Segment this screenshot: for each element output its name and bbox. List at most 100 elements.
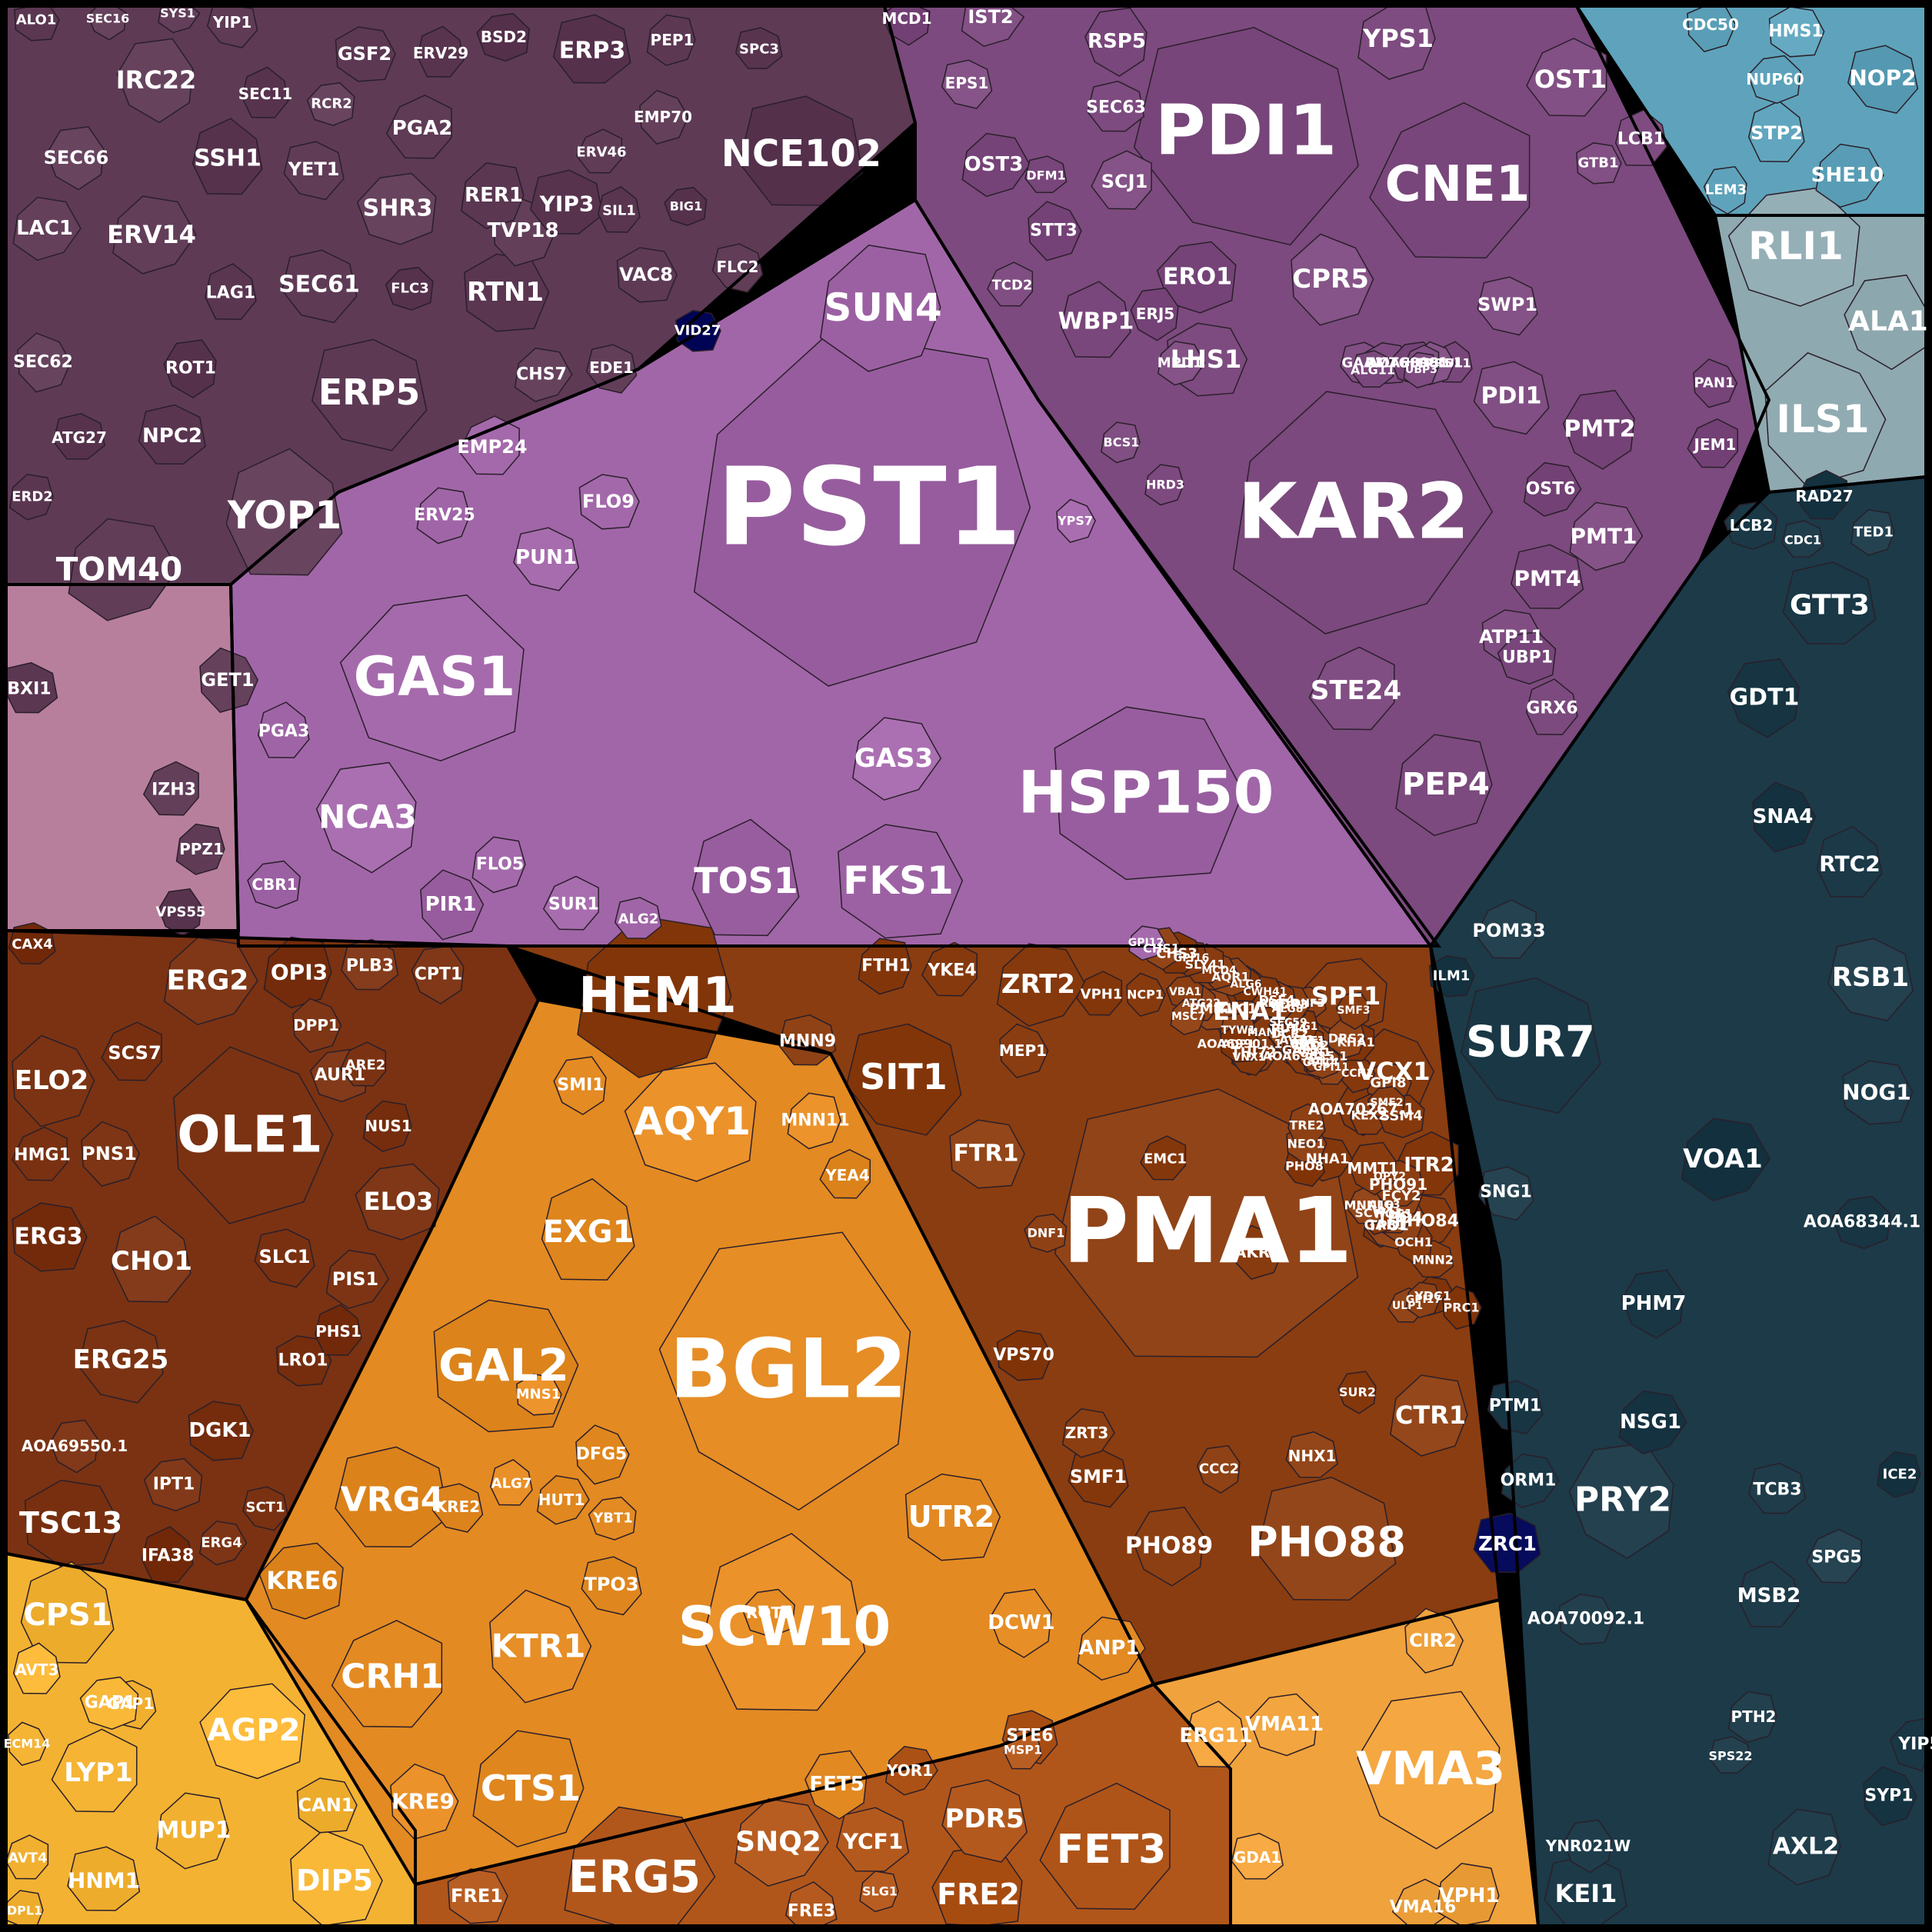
protein-label: PTH2 — [1731, 1707, 1777, 1726]
protein-label: LEM3 — [1705, 182, 1747, 198]
protein-cell — [142, 761, 199, 816]
protein-label: GAS1 — [354, 645, 516, 708]
protein-cell — [1395, 734, 1493, 837]
protein-label: ILM1 — [1433, 968, 1471, 984]
protein-cell — [247, 860, 301, 909]
protein-label: VCX1 — [1357, 1057, 1430, 1086]
protein-label: ERV25 — [414, 506, 475, 525]
protein-cell — [1133, 27, 1359, 246]
protein-cell — [1287, 1103, 1326, 1145]
protein-label: KHA1 — [1337, 1035, 1374, 1050]
protein-label: LAG1 — [206, 284, 255, 303]
protein-label: TYW1 — [1221, 1024, 1256, 1037]
protein-cell — [514, 347, 573, 402]
protein-label: SSH1 — [194, 145, 261, 172]
protein-cell — [1568, 1442, 1674, 1559]
protein-label: BSD2 — [481, 28, 527, 46]
protein-cell — [552, 14, 631, 84]
protein-label: SMF2 — [1370, 1097, 1403, 1109]
protein-cell — [1291, 233, 1374, 326]
protein-label: SEC11 — [238, 85, 293, 103]
protein-label: MCD1 — [881, 9, 931, 28]
protein-label: DCW1 — [988, 1611, 1054, 1634]
protein-cell — [734, 27, 783, 69]
protein-cell — [385, 94, 452, 159]
protein-cell — [845, 1023, 962, 1136]
protein-label: GRX6 — [1526, 699, 1577, 718]
protein-cell — [693, 331, 1031, 687]
protein-label: FCY2 — [1381, 1188, 1421, 1204]
protein-label: ADP1 — [1222, 1038, 1254, 1051]
protein-cell — [838, 824, 964, 939]
protein-label: VMA11 — [1245, 1713, 1324, 1736]
protein-label: CBR1 — [251, 875, 297, 894]
protein-cell — [542, 875, 599, 931]
protein-cell — [204, 263, 257, 320]
protein-cell — [5, 1834, 49, 1880]
protein-cell — [1054, 706, 1244, 881]
protein-cell — [68, 518, 178, 621]
protein-label: RER1 — [465, 184, 523, 207]
protein-label: ATG27 — [52, 428, 107, 447]
protein-label: GAB1 — [1364, 1217, 1407, 1234]
protein-cell — [1827, 938, 1914, 1021]
protein-label: CDC50 — [1682, 15, 1739, 34]
protein-cell — [1404, 1607, 1464, 1674]
protein-cell — [1367, 1085, 1405, 1121]
protein-label: ERP5 — [318, 371, 421, 413]
protein-label: SCJ1 — [1101, 171, 1148, 192]
protein-label: PDI1 — [1155, 91, 1337, 172]
protein-cell — [1144, 464, 1184, 506]
protein-label: DNF3 — [1292, 998, 1325, 1010]
protein-label: BCS1 — [1104, 435, 1140, 450]
protein-cell — [173, 1046, 334, 1224]
protein-cell — [1390, 1374, 1468, 1457]
protein-cell — [1076, 971, 1123, 1016]
protein-cell — [296, 1777, 358, 1834]
protein-cell — [81, 1121, 141, 1187]
protein-label: ERG2 — [167, 965, 249, 997]
protein-label: NOG1 — [1842, 1080, 1911, 1105]
protein-label: ERG4 — [201, 1535, 242, 1551]
protein-label: GAS3 — [854, 743, 933, 774]
protein-cell — [836, 1807, 910, 1872]
protein-label: TVP18 — [487, 219, 558, 242]
protein-cell — [460, 162, 525, 229]
protein-label: SWP1 — [1477, 294, 1537, 315]
protein-label: ERP3 — [559, 38, 625, 65]
protein-label: NSG1 — [1620, 1411, 1681, 1434]
protein-label: TPO4 — [1377, 1208, 1422, 1227]
protein-cell — [340, 1041, 387, 1087]
protein-cell — [1157, 341, 1206, 386]
protein-cell — [1727, 658, 1800, 738]
protein-label: ZRC1 — [1478, 1533, 1537, 1556]
protein-cell — [1234, 1224, 1284, 1280]
protein-label: DPP1 — [293, 1016, 339, 1034]
protein-label: PHO91 — [1369, 1175, 1427, 1194]
protein-label: MNN9 — [779, 1032, 836, 1051]
protein-label: MEP1 — [999, 1041, 1047, 1060]
protein-label: GSF2 — [338, 43, 391, 65]
protein-label: UBP1 — [1502, 648, 1553, 668]
protein-cell — [431, 1483, 484, 1533]
protein-label: KAR2 — [1237, 467, 1469, 557]
protein-cell — [242, 1486, 289, 1531]
protein-cell — [199, 647, 259, 713]
protein-label: ALG6 — [1231, 978, 1262, 991]
protein-label: NPC2 — [142, 425, 202, 448]
protein-label: CWH41 — [1244, 986, 1287, 998]
protein-label: TOS1 — [694, 860, 798, 901]
protein-cell — [1563, 1819, 1612, 1874]
protein-label: PGA3 — [258, 722, 310, 741]
protein-cell — [1782, 561, 1877, 645]
protein-cell — [1576, 142, 1622, 185]
protein-label: PMT1 — [1571, 524, 1637, 549]
protein-label: VRG4 — [341, 1481, 445, 1520]
protein-cell — [67, 1846, 141, 1911]
protein-label: SCW11 — [1354, 1206, 1403, 1221]
protein-cell — [1767, 1808, 1841, 1886]
protein-cell — [819, 1148, 871, 1199]
protein-label: ROT1 — [165, 359, 216, 378]
